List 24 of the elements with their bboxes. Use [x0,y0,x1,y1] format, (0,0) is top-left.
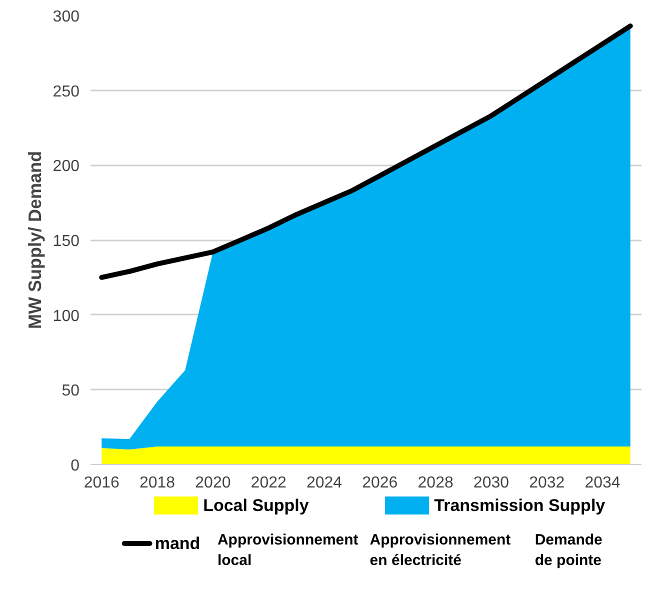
text: Demande de pointe [534,532,602,569]
y-tick-label: 50 [62,382,80,400]
x-tick-label: 2022 [250,474,286,492]
x-tick-label: 2020 [195,474,231,492]
x-tick-label: 2034 [584,474,620,492]
text: Approvisionnement en électricité [370,532,511,569]
y-tick-label: 0 [70,458,80,474]
y-tick-label: 150 [52,233,80,250]
y-tick-label: 250 [52,83,80,100]
x-tick-label: 2016 [84,474,120,492]
y-tick-label: 100 [52,308,80,325]
y-tick-label: 200 [52,158,80,176]
legend-label: Transmission Supply [434,496,606,515]
x-tick-label: 2018 [139,474,176,492]
legend-label: Local Supply [203,496,310,515]
x-tick-label: 2030 [473,474,510,492]
x-tick-label: 2032 [529,474,565,492]
x-tick-label: 2024 [306,474,342,492]
legend-label: mand [154,534,200,553]
text: Approvisionnement local [217,532,358,569]
x-tick-label: 2028 [418,474,454,492]
y-tick-label: 300 [52,8,80,26]
y-axis-title: MW Supply/ Demand [24,150,45,329]
x-tick-label: 2026 [362,474,398,492]
